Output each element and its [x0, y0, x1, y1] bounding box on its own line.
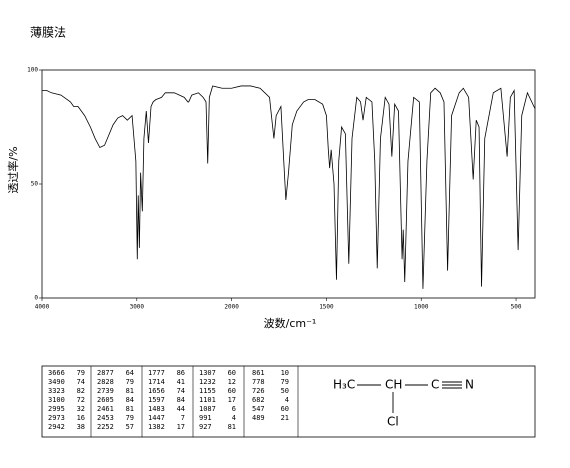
peak-wavenumber: 1232: [199, 378, 216, 386]
spectrum-line: [42, 85, 536, 289]
peak-wavenumber: 2828: [97, 378, 114, 386]
peak-transmittance: 50: [281, 387, 289, 395]
peak-transmittance: 17: [177, 423, 185, 431]
peak-wavenumber: 3100: [48, 396, 65, 404]
y-tick-label: 100: [27, 67, 38, 74]
atom-label: N: [465, 378, 474, 392]
peak-transmittance: 81: [228, 423, 236, 431]
peak-transmittance: 7: [181, 414, 185, 422]
peak-transmittance: 41: [177, 378, 185, 386]
peak-wavenumber: 1382: [148, 423, 165, 431]
peak-transmittance: 17: [228, 396, 236, 404]
peak-wavenumber: 547: [252, 405, 265, 413]
peak-wavenumber: 2877: [97, 369, 114, 377]
peak-wavenumber: 861: [252, 369, 265, 377]
peak-transmittance: 79: [126, 414, 134, 422]
peak-transmittance: 21: [281, 414, 289, 422]
peak-transmittance: 57: [126, 423, 134, 431]
peak-wavenumber: 3323: [48, 387, 65, 395]
table-dividers: [90, 366, 299, 437]
x-tick-label: 3000: [130, 304, 145, 311]
chart-title: 薄膜法: [30, 25, 66, 40]
peak-wavenumber: 2461: [97, 405, 114, 413]
peak-wavenumber: 682: [252, 396, 265, 404]
peak-wavenumber: 2739: [97, 387, 114, 395]
peak-wavenumber: 1597: [148, 396, 165, 404]
x-tick-label: 1000: [414, 304, 429, 311]
plot-frame: [41, 69, 536, 299]
peak-wavenumber: 2453: [97, 414, 114, 422]
peak-wavenumber: 1777: [148, 369, 165, 377]
peak-transmittance: 79: [126, 378, 134, 386]
x-tick-label: 2000: [224, 304, 239, 311]
peak-transmittance: 44: [177, 405, 185, 413]
peak-wavenumber: 1483: [148, 405, 165, 413]
table-frame: [41, 365, 536, 438]
peak-transmittance: 74: [177, 387, 185, 395]
bonds: [357, 381, 462, 413]
peak-transmittance: 74: [77, 378, 85, 386]
peak-wavenumber: 1307: [199, 369, 216, 377]
peak-transmittance: 60: [281, 405, 289, 413]
peak-wavenumber: 1155: [199, 387, 216, 395]
peak-wavenumber: 3490: [48, 378, 65, 386]
peak-wavenumber: 1656: [148, 387, 165, 395]
peak-transmittance: 38: [77, 423, 85, 431]
peak-transmittance: 81: [126, 405, 134, 413]
atom-label: Cl: [387, 415, 399, 429]
peak-wavenumber: 1087: [199, 405, 216, 413]
peak-transmittance: 84: [177, 396, 185, 404]
x-tick-label: 4000: [35, 304, 50, 311]
peak-wavenumber: 1447: [148, 414, 165, 422]
peak-transmittance: 60: [228, 369, 236, 377]
peak-wavenumber: 1101: [199, 396, 216, 404]
peak-wavenumber: 2995: [48, 405, 65, 413]
peak-wavenumber: 2973: [48, 414, 65, 422]
peak-wavenumber: 2942: [48, 423, 65, 431]
peak-wavenumber: 3666: [48, 369, 65, 377]
peak-transmittance: 86: [177, 369, 185, 377]
peak-transmittance: 10: [281, 369, 289, 377]
peak-transmittance: 6: [232, 405, 236, 413]
peak-transmittance: 4: [232, 414, 236, 422]
peak-wavenumber: 726: [252, 387, 265, 395]
atom-label: H₃C: [333, 378, 355, 392]
y-tick-label: 50: [31, 181, 39, 188]
atom-label: C: [431, 378, 439, 392]
y-axis-label: 透过率/%: [6, 146, 20, 193]
peak-transmittance: 79: [281, 378, 289, 386]
peak-transmittance: 60: [228, 387, 236, 395]
atom-label: CH: [385, 378, 402, 392]
peak-transmittance: 12: [228, 378, 236, 386]
peak-transmittance: 82: [77, 387, 85, 395]
peak-transmittance: 72: [77, 396, 85, 404]
peak-wavenumber: 2605: [97, 396, 114, 404]
peak-transmittance: 64: [126, 369, 134, 377]
x-tick-label: 1500: [319, 304, 334, 311]
peak-wavenumber: 991: [199, 414, 212, 422]
y-tick-label: 0: [34, 295, 38, 302]
peak-transmittance: 4: [285, 396, 289, 404]
peak-transmittance: 84: [126, 396, 134, 404]
peak-wavenumber: 1714: [148, 378, 165, 386]
peak-wavenumber: 927: [199, 423, 212, 431]
x-tick-label: 500: [511, 304, 522, 311]
peak-transmittance: 81: [126, 387, 134, 395]
peak-transmittance: 16: [77, 414, 85, 422]
peak-transmittance: 79: [77, 369, 85, 377]
peak-wavenumber: 489: [252, 414, 265, 422]
peak-wavenumber: 2252: [97, 423, 114, 431]
peak-wavenumber: 778: [252, 378, 265, 386]
peak-transmittance: 32: [77, 405, 85, 413]
x-axis-label: 波数/cm⁻¹: [264, 317, 317, 330]
